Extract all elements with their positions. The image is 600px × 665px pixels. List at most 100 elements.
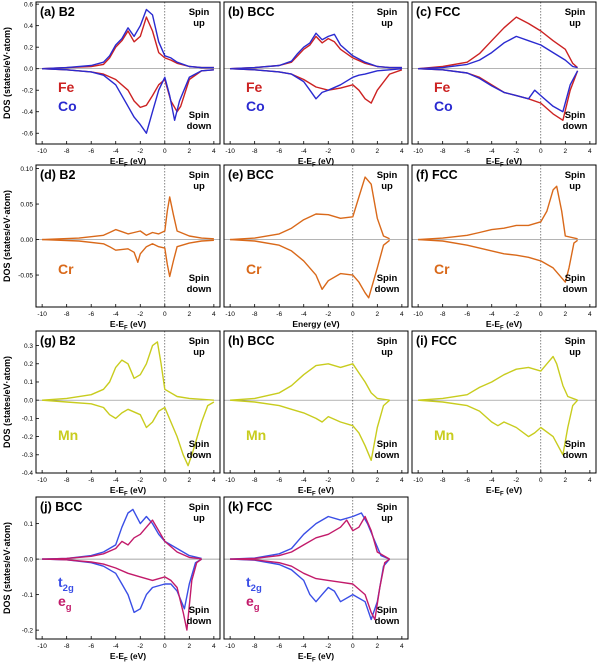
- series-line: [230, 176, 390, 241]
- x-tick-label: -4: [301, 311, 307, 318]
- y-tick-label: 0.3: [24, 343, 33, 350]
- x-tick-label: -6: [88, 643, 94, 650]
- x-tick-label: -10: [413, 477, 423, 484]
- plot-frame: [411, 330, 597, 474]
- x-tick-label: -8: [64, 643, 70, 650]
- x-tick-label: -6: [464, 477, 470, 484]
- panel-label: (i) FCC: [416, 334, 457, 348]
- x-tick-label: -4: [113, 148, 119, 155]
- y-tick-label: 0.0: [24, 397, 33, 404]
- x-tick-label: -8: [440, 311, 446, 318]
- series-line: [230, 558, 391, 621]
- panel-k: -10 -8 -6 -4 -2 0 2 4E-EF (eV)(k) FCC SpinupSpin…: [223, 496, 409, 664]
- x-tick-label: -8: [440, 148, 446, 155]
- legend-entry: t2g: [246, 574, 262, 594]
- panel-c: -10 -8 -6 -4 -2 0 2 4E-EF (eV)(c) FCC SpinupSpin…: [411, 1, 597, 169]
- series-line: [42, 68, 214, 134]
- y-tick-label: -0.4: [22, 470, 34, 477]
- panel-h: -10 -8 -6 -4 -2 0 2 4E-EF (eV)(h) BCC SpinupSpin…: [223, 330, 409, 498]
- x-tick-label: -8: [64, 477, 70, 484]
- spin-up-label: Spin: [189, 336, 210, 347]
- y-tick-label: -0.05: [18, 272, 33, 279]
- x-tick-label: -2: [137, 477, 143, 484]
- spin-up-label: up: [381, 347, 393, 358]
- x-tick-label: -4: [301, 643, 307, 650]
- panel-label: (a) B2: [40, 5, 75, 19]
- x-tick-label: 4: [212, 148, 216, 155]
- plot-frame: [223, 1, 409, 145]
- spin-up-label: Spin: [565, 7, 586, 18]
- x-tick-label: -2: [325, 643, 331, 650]
- y-tick-label: -0.1: [22, 592, 34, 599]
- x-tick-label: 0: [163, 311, 167, 318]
- spin-up-label: up: [381, 181, 393, 192]
- spin-up-label: Spin: [377, 7, 398, 18]
- x-tick-label: 0: [351, 148, 355, 155]
- spin-down-label: down: [187, 121, 212, 132]
- legend-entry: Mn: [58, 427, 78, 443]
- spin-down-label: down: [187, 284, 212, 295]
- spin-down-label: down: [563, 450, 588, 461]
- y-axis-label: DOS (states/eV·atom): [2, 522, 12, 614]
- series-line: [418, 16, 579, 70]
- legend-entry: t2g: [58, 574, 74, 594]
- x-tick-label: -6: [276, 311, 282, 318]
- spin-down-label: Spin: [565, 110, 586, 121]
- x-tick-label: 0: [351, 311, 355, 318]
- plot-frame: [35, 330, 221, 474]
- series-line: [42, 558, 202, 614]
- x-tick-label: -4: [301, 477, 307, 484]
- plot-frame: [411, 164, 597, 308]
- x-tick-label: -2: [513, 148, 519, 155]
- x-tick-label: -2: [137, 643, 143, 650]
- x-tick-label: 4: [400, 477, 404, 484]
- x-tick-label: -6: [88, 148, 94, 155]
- x-tick-label: -6: [464, 148, 470, 155]
- x-axis-label: E-EF (eV): [110, 651, 146, 664]
- series-line: [42, 16, 214, 70]
- panel-label: (j) BCC: [40, 500, 82, 514]
- y-tick-label: 0.1: [24, 521, 33, 528]
- panel-label: (d) B2: [40, 168, 75, 182]
- spin-up-label: up: [381, 513, 393, 524]
- series-line: [230, 68, 402, 100]
- y-axis-label: DOS (states/eV·atom): [2, 190, 12, 282]
- x-tick-label: -10: [225, 643, 235, 650]
- spin-down-label: down: [187, 450, 212, 461]
- legend-entry: Co: [246, 98, 265, 114]
- plot-frame: [35, 1, 221, 145]
- spin-up-label: up: [569, 347, 581, 358]
- plot-frame: [411, 1, 597, 145]
- panel-a: -10 -8 -6 -4 -2 0 2 4 E-EF (eV) -0.6 -0.4 -0.2 0.0 0.…: [22, 1, 221, 169]
- spin-up-label: Spin: [377, 170, 398, 181]
- x-axis-label: E-EF (eV): [110, 156, 146, 169]
- y-tick-label: 0.00: [20, 237, 33, 244]
- legend-entry: Co: [434, 98, 453, 114]
- x-tick-label: -10: [225, 148, 235, 155]
- x-tick-label: -8: [252, 643, 258, 650]
- panel-label: (c) FCC: [416, 5, 460, 19]
- series-line: [42, 196, 214, 241]
- y-tick-label: 0.0: [24, 556, 33, 563]
- spin-down-label: Spin: [565, 273, 586, 284]
- series-line: [42, 399, 215, 467]
- y-tick-label: 0.2: [24, 44, 33, 51]
- legend-entry: Mn: [434, 427, 454, 443]
- plot-frame: [223, 496, 409, 640]
- spin-down-label: Spin: [377, 439, 398, 450]
- spin-down-label: Spin: [377, 273, 398, 284]
- panel-j: -10 -8 -6 -4 -2 0 2 4 E-EF (eV) -0.2 -0.1 0.0 0.1 (j)…: [22, 496, 221, 664]
- x-tick-label: 2: [188, 311, 192, 318]
- x-tick-label: 2: [376, 311, 380, 318]
- panel-label: (e) BCC: [228, 168, 274, 182]
- x-tick-label: -8: [252, 311, 258, 318]
- x-tick-label: 2: [564, 311, 568, 318]
- series-line: [42, 341, 214, 401]
- y-tick-label: -0.1: [22, 416, 34, 423]
- series-line: [418, 185, 578, 241]
- x-tick-label: -8: [252, 477, 258, 484]
- x-tick-label: 4: [400, 643, 404, 650]
- x-tick-label: 2: [188, 148, 192, 155]
